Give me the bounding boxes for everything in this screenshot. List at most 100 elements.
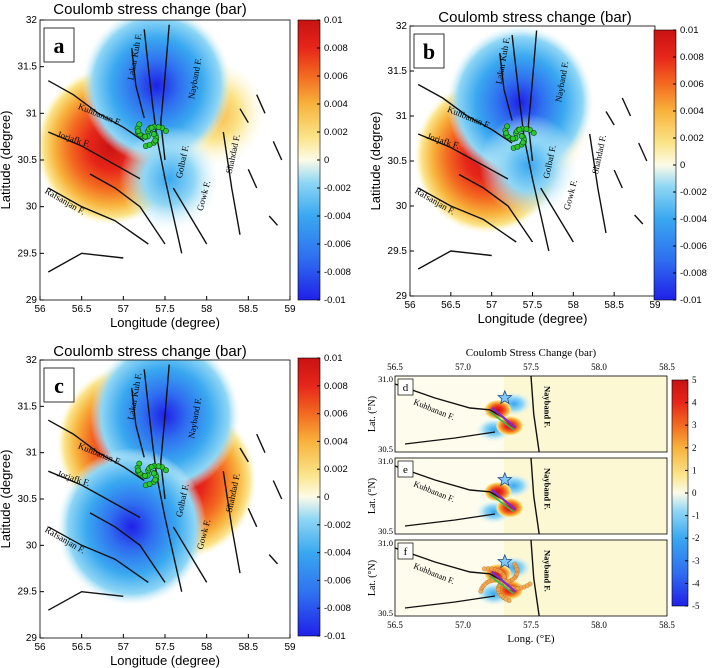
panel-label-box [43, 27, 75, 63]
x-tick-label: 58 [201, 304, 213, 315]
top-x-tick-label: 57.5 [523, 362, 539, 372]
colorbar-tick-label: -0.002 [680, 187, 707, 198]
colorbar-tick-label: -5 [692, 601, 700, 611]
aftershock-point [163, 467, 169, 474]
x-tick-label: 57.5 [523, 300, 543, 311]
aftershock-point [135, 128, 142, 135]
stress-lobe-negative [81, 20, 232, 165]
aftershock-point [498, 593, 504, 598]
stress-lobe-positive [483, 481, 512, 502]
map-panel-a: Lakar Kuh F.Kuhbanan F.Nayband F.Jorjafk… [0, 1, 351, 330]
x-tick-label: 57 [118, 304, 130, 315]
y-tick-label: 30 [396, 201, 408, 212]
subpanel-label-box [397, 542, 414, 560]
aftershock-point [515, 585, 521, 591]
colorbar-tick-label: 0.006 [680, 79, 704, 90]
rupture-segment [489, 411, 515, 431]
fault-line [404, 595, 496, 609]
aftershock-point [150, 131, 157, 138]
map-panel-def: Coulomb Stress Change (bar) 56.5 57.0 57.5 5… [367, 347, 700, 645]
y-tick-label: 30.5 [378, 444, 393, 454]
colorbar-tick-label: 0.008 [324, 381, 348, 392]
fault-line [89, 173, 166, 245]
aftershock-point [489, 566, 495, 572]
fault-line [47, 187, 149, 245]
x-tick-label: 56.5 [441, 300, 461, 311]
aftershock-point [152, 137, 159, 144]
y-axis-label: Latitude (degree) [368, 111, 383, 210]
colorbar-tick-label: 0.01 [680, 25, 699, 36]
fault-line [621, 97, 632, 117]
colorbar: 0.01 0.008 0.006 0.004 0.002 0 -0.002 -0.004 -0.… [297, 353, 351, 642]
colorbar-gradient [297, 19, 321, 301]
map-panel-c: Lakar Kuh F.Kuhbanan F.Nayband F.Jorjafk… [0, 343, 351, 668]
aftershock-point [501, 574, 507, 580]
colorbar-tick-label: 0.002 [680, 133, 704, 144]
rupture-segment [491, 406, 517, 429]
top-x-tick-label: 58.5 [659, 362, 675, 372]
aftershock-point [497, 569, 503, 575]
x-tick-label: 57.5 [523, 620, 539, 630]
fault-line [47, 252, 124, 273]
fault-label: Nayband F. [543, 468, 553, 510]
fault-line [404, 513, 496, 527]
aftershock-point [510, 135, 516, 142]
fault-line [605, 111, 615, 126]
fault-line [395, 383, 505, 419]
colorbar: 0.01 0.008 0.006 0.004 0.002 0 -0.002 -0.004 -0.… [653, 25, 707, 306]
chart-title: Coulomb stress change (bar) [438, 9, 631, 26]
fault-line [268, 215, 279, 226]
x-tick-label: 58 [568, 300, 580, 311]
colorbar-tick-label: 2 [692, 443, 697, 453]
fault-line [256, 94, 266, 114]
fault-line [89, 512, 166, 583]
y-tick-label: 32 [26, 15, 38, 26]
aftershock-point [495, 587, 501, 592]
aftershock-point [524, 583, 530, 589]
y-tick-label: 29.5 [388, 246, 408, 257]
fault-line [172, 187, 208, 245]
subpanel-label: d [403, 382, 409, 394]
colorbar-tick-label: -4 [692, 578, 700, 588]
mainshock-star [497, 471, 513, 487]
colorbar-tick-label: 0.008 [680, 52, 704, 63]
stress-lobe-negative [479, 114, 578, 217]
colorbar-tick-label: 3 [692, 420, 697, 430]
x-tick-label: 58 [201, 642, 213, 653]
aftershock-point [142, 472, 149, 479]
y-tick-label: 31.5 [18, 401, 38, 412]
fault-label: Nayband F. [543, 550, 553, 592]
aftershock-point [135, 467, 142, 474]
colorbar-tick-label: -0.004 [324, 211, 351, 222]
y-tick-label: 31 [396, 111, 408, 122]
fault-line [222, 471, 241, 574]
fault-line [272, 141, 283, 161]
y-axis-label: Lat. (°N) [367, 560, 378, 596]
colorbar-tick-label: -0.002 [324, 520, 351, 531]
fault-line [589, 133, 607, 234]
x-tick-label: 57.5 [155, 304, 175, 315]
y-axis-label: Lat. (°N) [367, 396, 378, 432]
aftershock-point [504, 123, 510, 130]
aftershock-point [482, 581, 488, 587]
colorbar-tick-label: -0.008 [324, 603, 351, 614]
panel-label-box [413, 33, 445, 69]
aftershock-point [514, 143, 521, 150]
colorbar-tick-label: -3 [692, 556, 700, 566]
fault-line [638, 142, 648, 162]
colorbar-tick-label: -0.006 [324, 239, 351, 250]
y-tick-label: 29 [26, 633, 38, 644]
aftershock-point [155, 124, 162, 131]
x-tick-label: 57 [118, 642, 130, 653]
mainshock-star [497, 389, 513, 405]
x-tick-label: 58.5 [239, 304, 259, 315]
y-tick-label: 30 [26, 202, 38, 213]
colorbar-tick-label: -2 [692, 533, 700, 543]
aftershock-point [148, 124, 155, 131]
x-tick-label: 57.0 [455, 620, 471, 630]
colorbar-tick-label: 4 [692, 398, 697, 408]
aftershock-point [503, 130, 509, 137]
rupture-segment [489, 493, 515, 513]
fault-line [417, 187, 517, 243]
